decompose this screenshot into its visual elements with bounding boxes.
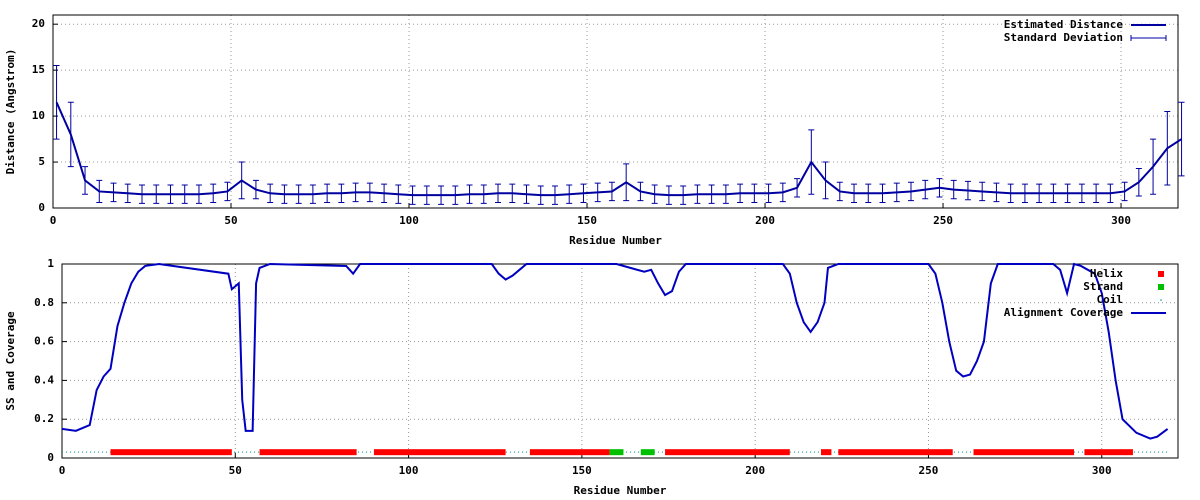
plot-frame — [52, 14, 1179, 209]
x-tick-label: 200 — [745, 464, 765, 477]
ss-segment — [821, 449, 832, 456]
x-axis-label: Residue Number — [569, 234, 662, 247]
y-tick-label: 20 — [32, 17, 45, 30]
legend-key — [1160, 299, 1162, 301]
ss-segment — [373, 449, 506, 456]
line — [61, 262, 1169, 440]
y-axis-label: SS and Coverage — [4, 311, 17, 411]
x-tick-label: 300 — [1092, 464, 1112, 477]
y-tick-label: 0.6 — [34, 335, 54, 348]
x-tick-label: 150 — [577, 214, 597, 227]
ss-segment — [640, 449, 655, 456]
y-tick-label: 0.2 — [34, 412, 54, 425]
ss-segment — [529, 449, 610, 456]
x-tick-label: 100 — [399, 214, 419, 227]
x-tick-label: 200 — [755, 214, 775, 227]
y-tick-label: 1 — [47, 257, 54, 270]
x-tick-label: 250 — [919, 464, 939, 477]
y-tick-label: 0 — [38, 201, 45, 214]
ss-segment — [259, 449, 357, 456]
ss-segment — [838, 449, 953, 456]
legend-label: Standard Deviation — [1004, 31, 1123, 44]
ss-segment — [665, 449, 790, 456]
x-tick-label: 250 — [933, 214, 953, 227]
y-tick-label: 15 — [32, 63, 45, 76]
ss-segment — [973, 449, 1075, 456]
x-tick-label: 50 — [229, 464, 242, 477]
y-tick-label: 0.8 — [34, 296, 54, 309]
ss-segment — [110, 449, 232, 456]
y-axis-label: Distance (Angstrom) — [4, 49, 17, 175]
legend-label: Coil — [1097, 293, 1124, 306]
x-tick-label: 50 — [224, 214, 237, 227]
x-tick-label: 300 — [1111, 214, 1131, 227]
legend-label: Strand — [1083, 280, 1123, 293]
y-tick-label: 5 — [38, 155, 45, 168]
plot-frame — [61, 263, 1179, 459]
error-bar — [53, 65, 60, 140]
x-tick-label: 0 — [59, 464, 66, 477]
ss-segment — [1084, 449, 1133, 456]
legend-key — [1158, 284, 1164, 290]
legend-label: Alignment Coverage — [1004, 306, 1124, 319]
x-tick-label: 100 — [399, 464, 419, 477]
ss-segment — [609, 449, 624, 456]
y-tick-label: 0 — [47, 451, 54, 464]
x-axis-label: Residue Number — [574, 484, 667, 497]
line — [55, 101, 1183, 197]
x-tick-label: 0 — [50, 214, 57, 227]
legend-label: Helix — [1090, 267, 1123, 280]
y-tick-label: 0.4 — [34, 373, 54, 386]
legend-label: Estimated Distance — [1004, 18, 1124, 31]
y-tick-label: 10 — [32, 109, 45, 122]
legend-key — [1130, 35, 1167, 41]
x-tick-label: 150 — [572, 464, 592, 477]
legend-key — [1158, 271, 1164, 277]
